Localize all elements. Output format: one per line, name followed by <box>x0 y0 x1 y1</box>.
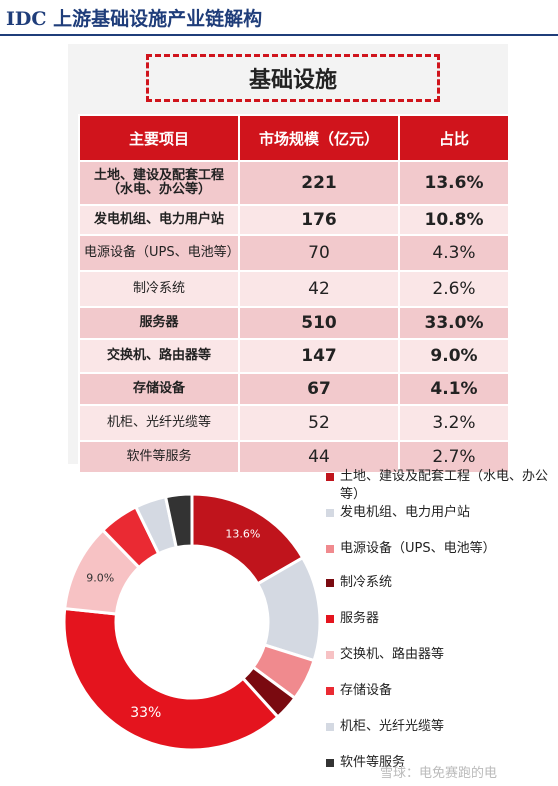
donut-slice <box>62 606 280 752</box>
table-cell-value: 510 <box>238 306 400 340</box>
table-cell-value: 67 <box>238 372 400 406</box>
table-cell-value: 42 <box>238 270 400 308</box>
table-cell-share: 3.2% <box>398 404 510 442</box>
legend-item: 制冷系统 <box>326 574 548 592</box>
table-cell-share: 33.0% <box>398 306 510 340</box>
table-row: 电源设备（UPS、电池等） 70 4.3% <box>78 234 510 272</box>
legend-swatch <box>326 545 334 553</box>
legend-label: 存储设备 <box>340 683 393 698</box>
slice-data-label: 33% <box>130 705 161 721</box>
table-header-row: 主要项目 市场规模（亿元） 占比 <box>78 114 510 162</box>
header-bar: IDC 上游基础设施产业链解构 <box>0 0 558 34</box>
legend-label: 交换机、路由器等 <box>340 647 445 662</box>
table-cell-value: 70 <box>238 234 400 272</box>
table-row: 交换机、路由器等 147 9.0% <box>78 338 510 374</box>
table-cell-name: 制冷系统 <box>78 270 240 308</box>
table-cell-share: 2.6% <box>398 270 510 308</box>
table-header-size: 市场规模（亿元） <box>238 114 400 162</box>
legend-label: 服务器 <box>340 611 380 626</box>
legend-item: 发电机组、电力用户站 <box>326 504 548 522</box>
page-title: IDC 上游基础设施产业链解构 <box>6 8 263 30</box>
table-cell-share: 4.1% <box>398 372 510 406</box>
watermark: 雪球：电免赛跑的电 <box>380 766 498 781</box>
table-cell-name: 交换机、路由器等 <box>78 338 240 374</box>
table-cell-value: 52 <box>238 404 400 442</box>
legend-swatch <box>326 579 334 587</box>
table-cell-share: 13.6% <box>398 160 510 206</box>
table-row: 存储设备 67 4.1% <box>78 372 510 406</box>
table-cell-value: 221 <box>238 160 400 206</box>
legend-swatch <box>326 615 334 623</box>
legend-swatch <box>326 759 334 767</box>
legend-item: 软件等服务 <box>326 754 548 772</box>
legend-swatch <box>326 651 334 659</box>
slice-data-label: 9.0% <box>86 571 114 584</box>
legend-item: 服务器 <box>326 610 548 628</box>
table-header-item: 主要项目 <box>78 114 240 162</box>
table-cell-name: 发电机组、电力用户站 <box>78 204 240 236</box>
legend-swatch <box>326 723 334 731</box>
table-cell-name: 服务器 <box>78 306 240 340</box>
legend-label: 机柜、光纤光缆等 <box>340 719 445 734</box>
legend-swatch <box>326 687 334 695</box>
legend-label: 发电机组、电力用户站 <box>340 505 471 520</box>
table-cell-name: 机柜、光纤光缆等 <box>78 404 240 442</box>
section-title-box: 基础设施 <box>146 54 440 102</box>
table-cell-name: 电源设备（UPS、电池等） <box>78 234 240 272</box>
legend-item: 存储设备 <box>326 682 548 700</box>
legend-swatch <box>326 509 334 517</box>
legend-label: 软件等服务 <box>340 755 406 770</box>
table-cell-share: 9.0% <box>398 338 510 374</box>
table-cell-value: 147 <box>238 338 400 374</box>
table-header-share: 占比 <box>398 114 510 162</box>
data-table: 主要项目 市场规模（亿元） 占比 土地、建设及配套工程（水电、办公等） 221 13… <box>78 114 510 474</box>
slice-data-label: 13.6% <box>225 528 260 541</box>
table-row: 软件等服务 44 2.7% <box>78 440 510 474</box>
donut-chart: 13.6% 33% 9.0% <box>62 492 320 752</box>
table-cell-value: 44 <box>238 440 400 474</box>
table-cell-name: 软件等服务 <box>78 440 240 474</box>
table-cell-share: 4.3% <box>398 234 510 272</box>
legend-item: 机柜、光纤光缆等 <box>326 718 548 736</box>
table-row: 发电机组、电力用户站 176 10.8% <box>78 204 510 236</box>
legend-item: 电源设备（UPS、电池等） <box>326 540 548 558</box>
table-cell-name: 存储设备 <box>78 372 240 406</box>
legend-label: 电源设备（UPS、电池等） <box>340 541 496 556</box>
legend-item: 交换机、路由器等 <box>326 646 548 664</box>
table-cell-value: 176 <box>238 204 400 236</box>
table-row: 制冷系统 42 2.6% <box>78 270 510 308</box>
table-row: 土地、建设及配套工程（水电、办公等） 221 13.6% <box>78 160 510 206</box>
table-cell-share: 2.7% <box>398 440 510 474</box>
donut-slice <box>163 492 194 550</box>
section-title: 基础设施 <box>248 68 337 93</box>
table-cell-share: 10.8% <box>398 204 510 236</box>
legend-item: 土地、建设及配套工程（水电、办公等） <box>326 468 548 504</box>
table-cell-name: 土地、建设及配套工程（水电、办公等） <box>78 160 240 206</box>
legend-label: 土地、建设及配套工程（水电、办公等） <box>340 469 549 502</box>
legend-swatch <box>326 473 334 481</box>
table-row: 机柜、光纤光缆等 52 3.2% <box>78 404 510 442</box>
legend-label: 制冷系统 <box>340 575 393 590</box>
table-row: 服务器 510 33.0% <box>78 306 510 340</box>
title-rule <box>0 34 558 36</box>
